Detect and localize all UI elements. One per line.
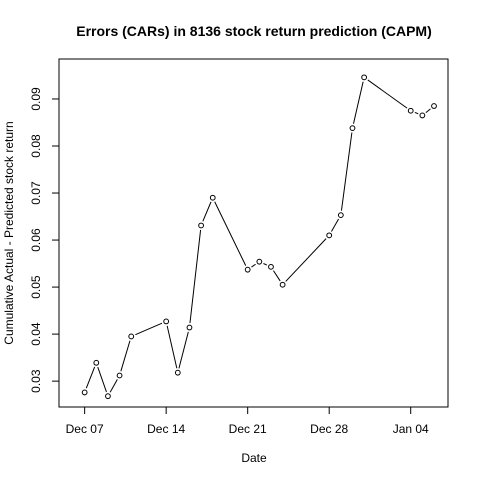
series-line-segment bbox=[251, 263, 256, 268]
series-line-segment bbox=[120, 340, 131, 372]
series-line-segment bbox=[425, 108, 431, 113]
data-point-marker bbox=[419, 112, 426, 119]
series-line-segment bbox=[166, 325, 178, 369]
series-line-segment bbox=[273, 270, 281, 282]
y-tick-label: 0.06 bbox=[29, 228, 43, 252]
data-point-marker bbox=[279, 281, 286, 288]
y-tick-label: 0.03 bbox=[29, 369, 43, 393]
data-point-marker bbox=[116, 372, 123, 379]
series-line-segment bbox=[367, 79, 408, 109]
data-point-marker bbox=[431, 103, 437, 109]
x-tick-label: Jan 04 bbox=[393, 422, 429, 436]
series-line-segment bbox=[263, 263, 268, 266]
series-line-segment bbox=[285, 238, 327, 282]
data-point-marker bbox=[268, 263, 274, 270]
data-point-marker bbox=[256, 258, 263, 265]
chart-title: Errors (CARs) in 8136 stock return predi… bbox=[76, 23, 432, 39]
y-tick-label: 0.07 bbox=[29, 181, 43, 205]
series-line-segment bbox=[178, 331, 189, 369]
series-line-segment bbox=[97, 366, 107, 393]
y-axis: 0.03 0.04 0.05 0.06 0.07 0.08 0.09 bbox=[29, 87, 60, 393]
data-point-marker bbox=[244, 266, 251, 273]
series-line-segment bbox=[189, 229, 202, 324]
data-point-marker bbox=[198, 222, 204, 229]
y-tick-label: 0.04 bbox=[29, 322, 43, 346]
data-point-marker bbox=[186, 324, 193, 331]
x-tick-label: Dec 14 bbox=[147, 422, 185, 436]
data-point-marker bbox=[349, 125, 356, 132]
x-axis: Dec 07 Dec 14 Dec 21 Dec 28 Jan 04 bbox=[66, 406, 429, 436]
series-line-segment bbox=[135, 322, 163, 336]
series-line-segment bbox=[202, 201, 212, 222]
series-line-segment bbox=[109, 379, 118, 393]
series-line-segment bbox=[85, 366, 96, 389]
data-point-marker bbox=[326, 232, 333, 239]
data-point-marker bbox=[361, 74, 368, 81]
x-axis-label: Date bbox=[241, 451, 267, 465]
series-line-segment bbox=[331, 218, 340, 232]
series-line-segment bbox=[340, 132, 353, 211]
series-line-segment bbox=[214, 201, 247, 266]
data-point-marker bbox=[93, 359, 100, 366]
y-tick-label: 0.05 bbox=[29, 275, 43, 299]
y-axis-label: Cumulative Actual - Predicted stock retu… bbox=[2, 121, 16, 344]
data-point-marker bbox=[105, 393, 111, 400]
series-line-segment bbox=[414, 111, 419, 115]
data-point-marker bbox=[128, 333, 135, 340]
series-layer bbox=[81, 74, 437, 400]
y-tick-label: 0.09 bbox=[29, 87, 43, 111]
x-tick-label: Dec 07 bbox=[66, 422, 104, 436]
data-point-marker bbox=[163, 318, 170, 325]
data-point-marker bbox=[337, 212, 344, 219]
series-line-segment bbox=[353, 81, 364, 124]
data-point-marker bbox=[407, 107, 414, 114]
x-tick-label: Dec 28 bbox=[310, 422, 348, 436]
y-tick-label: 0.08 bbox=[29, 134, 43, 158]
data-point-marker bbox=[174, 369, 181, 376]
x-tick-label: Dec 21 bbox=[229, 422, 267, 436]
data-point-marker bbox=[81, 389, 88, 396]
data-point-marker bbox=[209, 194, 216, 201]
